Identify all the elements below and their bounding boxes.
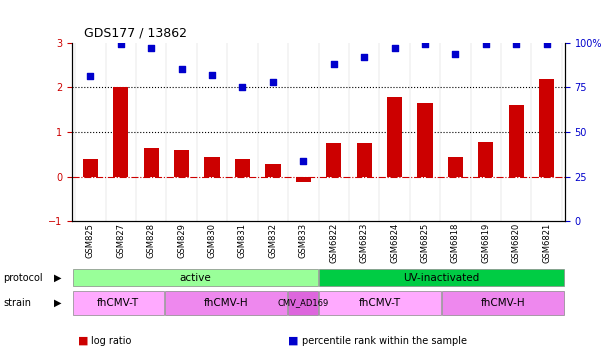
FancyBboxPatch shape [319, 269, 564, 286]
Point [511, 41, 521, 47]
Point [207, 72, 217, 78]
Text: protocol: protocol [3, 273, 43, 283]
Text: ▶: ▶ [54, 298, 61, 308]
Point [85, 74, 95, 79]
Text: percentile rank within the sample: percentile rank within the sample [302, 336, 467, 346]
Bar [174, 150, 189, 177]
Bar [204, 157, 219, 177]
Text: fhCMV-T: fhCMV-T [359, 297, 401, 308]
Bar [356, 143, 372, 177]
Text: strain: strain [3, 298, 31, 308]
Text: ■: ■ [288, 336, 302, 346]
FancyBboxPatch shape [165, 291, 287, 315]
Bar [478, 142, 493, 177]
FancyBboxPatch shape [319, 291, 441, 315]
Point [390, 45, 400, 51]
Point [451, 51, 460, 57]
Bar [144, 148, 159, 177]
Text: GDS177 / 13862: GDS177 / 13862 [84, 27, 187, 40]
FancyBboxPatch shape [288, 291, 318, 315]
Point [420, 41, 430, 47]
Point [299, 158, 308, 164]
Text: fhCMV-T: fhCMV-T [97, 297, 139, 308]
Point [147, 45, 156, 51]
Point [329, 61, 338, 67]
Point [177, 66, 186, 71]
Text: active: active [180, 272, 211, 283]
Point [542, 41, 552, 47]
Bar [83, 159, 98, 177]
Bar [448, 157, 463, 177]
Bar [235, 159, 250, 177]
Bar [326, 143, 341, 177]
Text: ■: ■ [78, 336, 92, 346]
Bar [265, 164, 281, 177]
FancyBboxPatch shape [442, 291, 564, 315]
Text: log ratio: log ratio [91, 336, 132, 346]
Text: ▶: ▶ [54, 273, 61, 283]
Point [237, 85, 247, 90]
Bar [387, 97, 402, 177]
Bar [539, 79, 554, 177]
Text: fhCMV-H: fhCMV-H [481, 297, 526, 308]
Bar [113, 87, 129, 177]
Bar [418, 103, 433, 177]
Point [481, 41, 490, 47]
Bar [508, 105, 524, 177]
FancyBboxPatch shape [73, 269, 318, 286]
Text: CMV_AD169: CMV_AD169 [278, 298, 329, 307]
FancyBboxPatch shape [73, 291, 164, 315]
Point [359, 54, 369, 60]
Text: UV-inactivated: UV-inactivated [404, 272, 480, 283]
Text: fhCMV-H: fhCMV-H [204, 297, 248, 308]
Point [268, 79, 278, 85]
Point [116, 41, 126, 47]
Bar [296, 177, 311, 182]
